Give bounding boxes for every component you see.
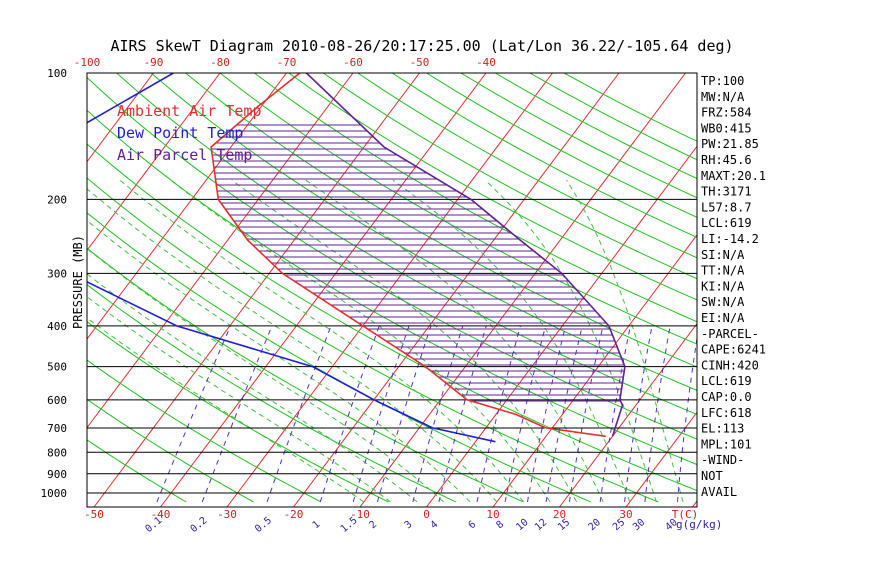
mixing-ratio-tick-label: 0.2 (189, 515, 210, 535)
mixing-ratio-tick-label: 8 (494, 519, 506, 531)
mixing-ratio-tick-label: 2 (367, 519, 379, 531)
mixing-ratio-line (320, 326, 379, 502)
mixing-ratio-tick-label: 0.5 (253, 515, 274, 535)
mixing-ratio-line (645, 326, 670, 502)
dry-adiabat-line (530, 73, 870, 502)
side-panel-item: LCL:619 (701, 374, 752, 388)
pressure-tick-label: 500 (47, 361, 67, 374)
side-panel-item: MPL:101 (701, 437, 752, 451)
side-panel-item: TH:3171 (701, 185, 752, 199)
mixing-ratio-axis-label: g(g/kg) (676, 518, 722, 531)
legend-entry: Dew Point Temp (117, 124, 243, 142)
side-panel-item: MW:N/A (701, 90, 745, 104)
side-panel-item: LI:-14.2 (701, 232, 759, 246)
mixing-ratio-line (439, 326, 486, 502)
isotherm-line (826, 73, 870, 507)
side-panel-item: SI:N/A (701, 248, 745, 262)
mixing-ratio-tick-label: 1 (311, 519, 323, 531)
side-panel-item: CINH:420 (701, 358, 759, 372)
mixing-ratio-tick-label: 6 (467, 519, 479, 531)
mixing-ratio-line (569, 326, 603, 502)
side-panel-item: -PARCEL- (701, 327, 759, 341)
legend-entry: Ambient Air Temp (117, 102, 262, 120)
chart-title: AIRS SkewT Diagram 2010-08-26/20:17:25.0… (110, 37, 733, 55)
y-axis-label: PRESSURE (MB) (71, 235, 85, 329)
pressure-tick-label: 700 (47, 422, 67, 435)
isotherm-line (227, 73, 553, 507)
top-temp-tick-label: -50 (410, 56, 430, 69)
legend-entry: Air Parcel Temp (117, 146, 252, 164)
legend: Ambient Air Temp Dew Point Temp Air Parcel… (117, 102, 262, 164)
side-panel-item: LFC:618 (701, 406, 752, 420)
top-temp-tick-label: -80 (210, 56, 230, 69)
side-panel-item: L57:8.7 (701, 200, 752, 214)
side-panel-item: AVAIL (701, 485, 737, 499)
bottom-temp-tick-label: 0 (423, 508, 430, 521)
side-panel-item: CAPE:6241 (701, 343, 766, 357)
pressure-tick-label: 400 (47, 320, 67, 333)
isotherm-line (759, 73, 870, 507)
mixing-ratio-tick-label: 20 (587, 517, 603, 533)
pressure-tick-label: 100 (47, 67, 67, 80)
side-panel-item: TT:N/A (701, 264, 745, 278)
side-panel-item: TP:100 (701, 74, 744, 88)
side-panel-item: EL:113 (701, 422, 744, 436)
bottom-temp-tick-label: -30 (217, 508, 237, 521)
pressure-tick-label: 800 (47, 446, 67, 459)
side-panel-item: SW:N/A (701, 295, 745, 309)
top-temp-tick-label: -60 (343, 56, 363, 69)
side-panel-item: LCL:619 (701, 216, 752, 230)
mixing-ratio-line (546, 326, 582, 502)
mixing-ratio-tick-label: 4 (429, 519, 441, 531)
side-panel-item: CAP:0.0 (701, 390, 752, 404)
side-panel-item: NOT (701, 469, 723, 483)
side-panel-item: PW:21.85 (701, 137, 759, 151)
side-panel-item: RH:45.6 (701, 153, 752, 167)
isotherm-line (493, 73, 819, 507)
mixing-ratio-tick-label: 12 (533, 517, 549, 533)
side-panel-item: MAXT:20.1 (701, 169, 766, 183)
side-panel-item: WB0:415 (701, 121, 752, 135)
pressure-tick-label: 900 (47, 468, 67, 481)
parcel-temp-line (306, 73, 625, 436)
top-temp-tick-label: -100 (74, 56, 101, 69)
isotherm-line (0, 73, 21, 507)
pressure-tick-label: 200 (47, 193, 67, 206)
mixing-ratio-line (413, 326, 463, 502)
top-temp-tick-label: -40 (476, 56, 496, 69)
ambient-temp-line (211, 73, 606, 436)
side-panel-item: KI:N/A (701, 279, 745, 293)
top-temp-tick-label: -70 (277, 56, 297, 69)
side-panel-item: -WIND- (701, 453, 744, 467)
side-panel-item: FRZ:584 (701, 106, 752, 120)
mixing-ratio-tick-label: 30 (631, 517, 647, 533)
top-temp-tick-label: -90 (144, 56, 164, 69)
pressure-tick-label: 1000 (41, 487, 68, 500)
bottom-temp-tick-label: -50 (84, 508, 104, 521)
mixing-ratio-tick-label: 3 (403, 519, 415, 531)
bottom-temp-tick-label: -20 (284, 508, 304, 521)
pressure-tick-label: 600 (47, 394, 67, 407)
side-panel-item: EI:N/A (701, 311, 745, 325)
mixing-ratio-line (505, 326, 545, 502)
pressure-tick-label: 300 (47, 267, 67, 280)
isotherm-line (294, 73, 620, 507)
mixing-ratio-tick-label: 10 (514, 517, 530, 533)
